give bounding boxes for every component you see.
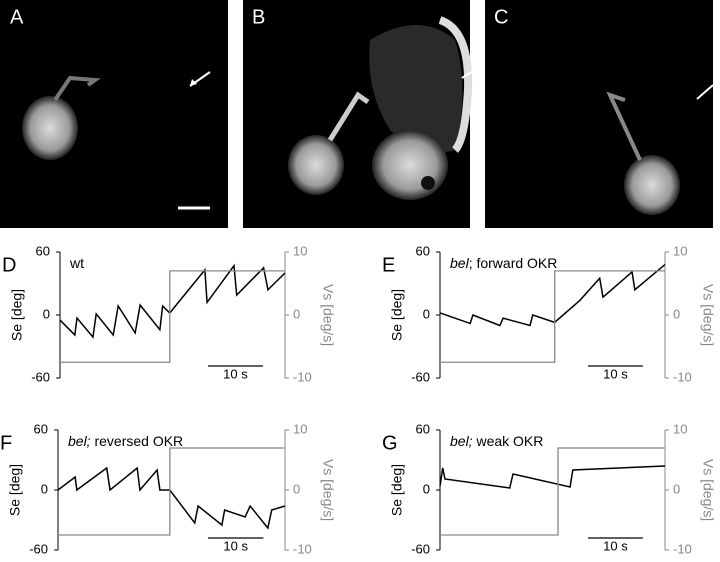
y2-tick-label: 10	[293, 421, 307, 436]
image-panel: A	[0, 0, 228, 228]
cell-body	[288, 135, 344, 195]
chart: -60 0 60 -10 0 10 Se [deg] Vs [deg/s] F bel; reve…	[0, 421, 336, 556]
time-scale-label: 10 s	[223, 366, 248, 381]
y2-tick-label: 0	[673, 306, 680, 321]
y2-tick-label: 0	[673, 481, 680, 496]
y-tick-label: 60	[36, 243, 50, 258]
y-tick-label: 0	[43, 306, 50, 321]
y2-axis-label: Vs [deg/s]	[700, 284, 716, 346]
neurite	[53, 75, 101, 102]
y-axis-label: Se [deg]	[7, 464, 23, 516]
cell-body	[624, 155, 680, 215]
y-tick-label: 60	[416, 421, 430, 436]
annotation: bel; forward OKR	[450, 255, 557, 271]
y-axis-label: Se [deg]	[9, 289, 25, 341]
y2-axis-label: Vs [deg/s]	[320, 459, 336, 521]
y-tick-label: -60	[411, 369, 430, 384]
image-panel: B	[243, 0, 479, 228]
neurite	[606, 91, 642, 161]
annotation-part: wt	[69, 255, 84, 271]
tissue	[369, 25, 463, 153]
panel-label: B	[252, 6, 265, 28]
y2-tick-label: 10	[673, 421, 687, 436]
y2-axis-label: Vs [deg/s]	[320, 284, 336, 346]
annotation-part: weak OKR	[473, 433, 544, 449]
y2-tick-label: 0	[293, 306, 300, 321]
series-line	[57, 466, 286, 530]
nucleus	[421, 176, 435, 190]
annotation-part: bel	[450, 255, 470, 271]
series-line	[440, 270, 665, 363]
time-scale-label: 10 s	[603, 366, 628, 381]
panel-label: D	[2, 254, 16, 276]
y-axis-label: Se [deg]	[389, 289, 405, 341]
arrow	[461, 67, 479, 79]
annotation: wt	[69, 255, 84, 271]
annotation-part: ; forward OKR	[469, 255, 558, 271]
time-scale-label: 10 s	[223, 538, 248, 553]
annotation-part: bel;	[450, 433, 473, 449]
chart: -60 0 60 -10 0 10 Se [deg] Vs [deg/s] D wt 10 s	[2, 243, 336, 384]
arrow	[696, 84, 714, 100]
y-tick-label: 60	[34, 421, 48, 436]
tissue-edge	[438, 16, 473, 153]
y-tick-label: 0	[423, 306, 430, 321]
y-tick-label: 0	[423, 481, 430, 496]
panel-label: E	[382, 254, 395, 276]
y2-tick-label: 10	[673, 243, 687, 258]
y-axis-label: Se [deg]	[389, 464, 405, 516]
annotation: bel; weak OKR	[450, 433, 543, 449]
y2-tick-label: -10	[293, 541, 312, 556]
series-line	[58, 447, 285, 536]
chart: -60 0 60 -10 0 10 Se [deg] Vs [deg/s] G bel; weak…	[382, 421, 716, 556]
panel-label: F	[0, 432, 12, 454]
y-tick-label: -60	[29, 541, 48, 556]
series-line	[59, 263, 286, 339]
cell-body	[22, 96, 78, 160]
y2-tick-label: -10	[673, 369, 692, 384]
arrow-head	[190, 79, 197, 86]
series-line	[439, 264, 666, 327]
annotation: bel; reversed OKR	[68, 433, 183, 449]
series-line	[60, 270, 285, 363]
y-tick-label: -60	[411, 541, 430, 556]
cell-body	[372, 130, 448, 200]
y2-tick-label: -10	[673, 541, 692, 556]
neurite	[327, 91, 370, 142]
chart: -60 0 60 -10 0 10 Se [deg] Vs [deg/s] E bel; forw…	[382, 243, 716, 384]
series-line	[440, 447, 665, 536]
y2-axis-label: Vs [deg/s]	[700, 459, 716, 521]
panel-label: G	[382, 432, 398, 454]
series-line	[439, 465, 666, 489]
y2-tick-label: -10	[293, 369, 312, 384]
y-tick-label: 0	[41, 481, 48, 496]
y2-tick-label: 10	[293, 243, 307, 258]
panel-label: A	[10, 6, 24, 28]
y-tick-label: -60	[31, 369, 50, 384]
y2-tick-label: 0	[293, 481, 300, 496]
time-scale-label: 10 s	[603, 538, 628, 553]
image-background	[485, 0, 713, 228]
annotation-part: reversed OKR	[91, 433, 184, 449]
y-tick-label: 60	[416, 243, 430, 258]
annotation-part: bel;	[68, 433, 91, 449]
image-panel: C	[485, 0, 714, 228]
panel-label: C	[494, 6, 508, 28]
